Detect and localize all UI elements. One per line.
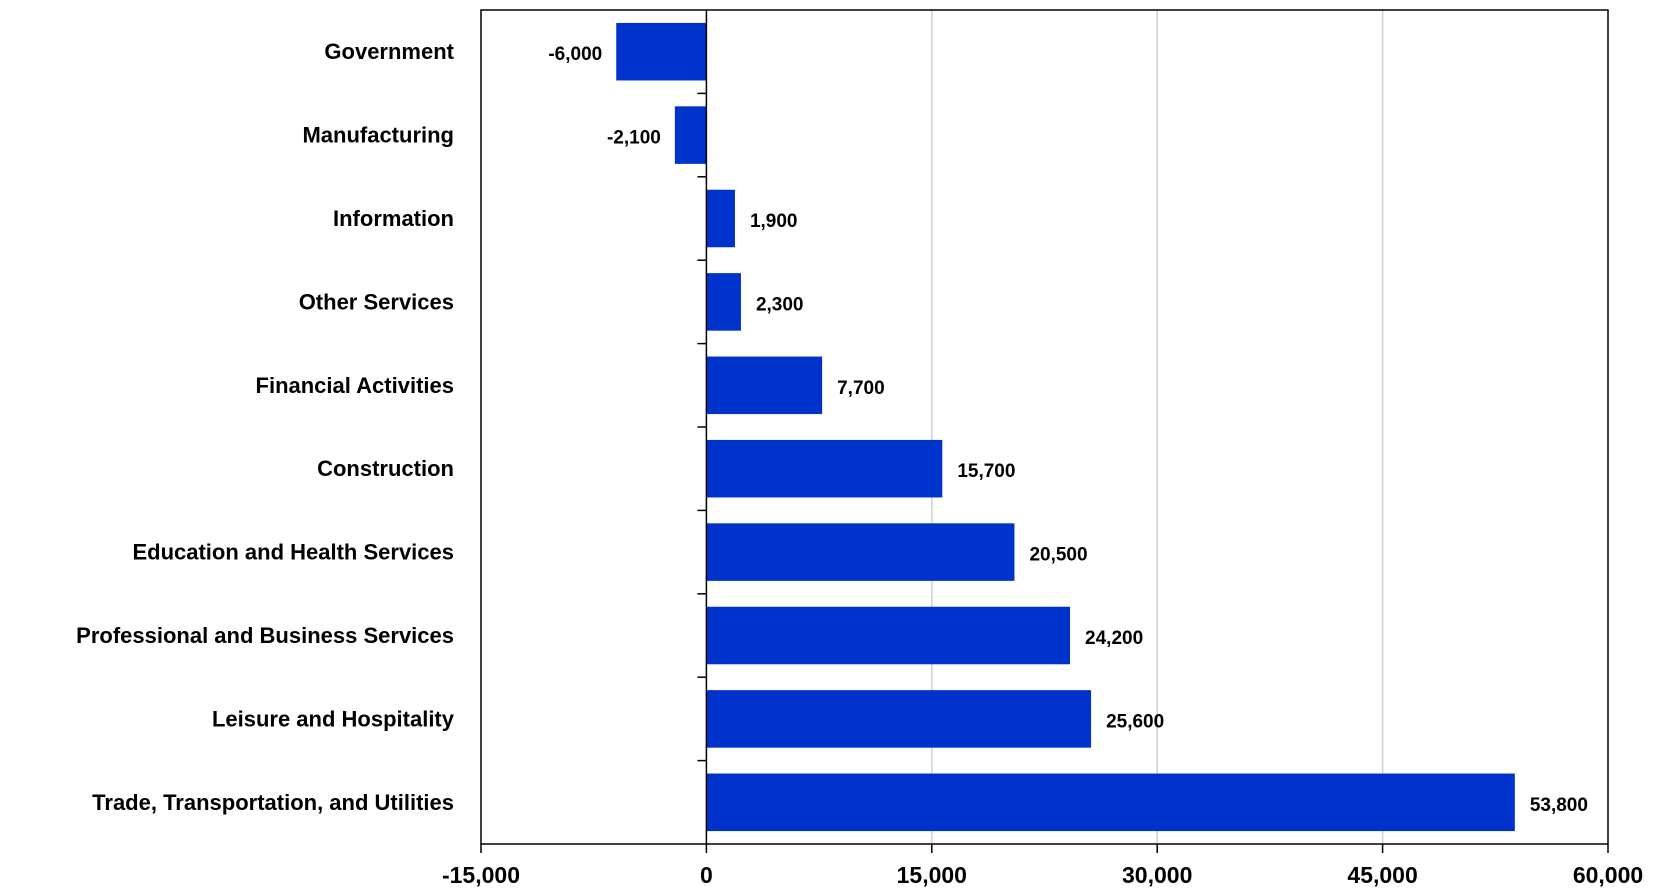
category-label: Trade, Transportation, and Utilities bbox=[92, 790, 454, 815]
bar bbox=[706, 273, 741, 331]
x-tick-label: 0 bbox=[700, 862, 713, 888]
x-tick-label: 60,000 bbox=[1573, 862, 1643, 888]
category-label: Education and Health Services bbox=[132, 540, 454, 565]
axes bbox=[480, 9, 1609, 853]
x-tick-label: 30,000 bbox=[1122, 862, 1192, 888]
data-label: 7,700 bbox=[837, 378, 885, 399]
category-label: Government bbox=[324, 39, 454, 64]
bar bbox=[616, 22, 707, 81]
data-label: -2,100 bbox=[607, 128, 661, 149]
data-label: 53,800 bbox=[1530, 795, 1588, 816]
bar bbox=[706, 356, 823, 415]
data-label: 25,600 bbox=[1106, 711, 1164, 732]
category-label: Construction bbox=[317, 456, 454, 481]
data-label: 15,700 bbox=[957, 461, 1015, 482]
bar bbox=[706, 606, 1071, 665]
category-label: Information bbox=[333, 206, 454, 231]
x-tick-label: 15,000 bbox=[897, 862, 967, 888]
data-label: 1,900 bbox=[750, 211, 798, 232]
data-label: 20,500 bbox=[1029, 545, 1087, 566]
bar bbox=[706, 439, 943, 498]
category-label: Other Services bbox=[299, 289, 454, 314]
bar bbox=[674, 106, 707, 164]
data-label: 2,300 bbox=[756, 294, 804, 315]
x-tick-label: 45,000 bbox=[1347, 862, 1417, 888]
bar bbox=[706, 773, 1515, 832]
category-label: Leisure and Hospitality bbox=[212, 706, 455, 731]
x-tick-label: -15,000 bbox=[442, 862, 520, 888]
data-label: 24,200 bbox=[1085, 628, 1143, 649]
plot-border bbox=[480, 9, 1609, 845]
data-label: -6,000 bbox=[548, 44, 602, 65]
category-label: Manufacturing bbox=[302, 123, 454, 148]
category-label: Financial Activities bbox=[256, 373, 454, 398]
bars bbox=[616, 22, 1515, 832]
bar bbox=[706, 523, 1015, 581]
bar bbox=[706, 690, 1092, 748]
bar bbox=[706, 189, 735, 248]
category-label: Professional and Business Services bbox=[76, 623, 454, 648]
labels: Government -6,000 Manufacturing -2,100 Infor… bbox=[76, 39, 1643, 888]
